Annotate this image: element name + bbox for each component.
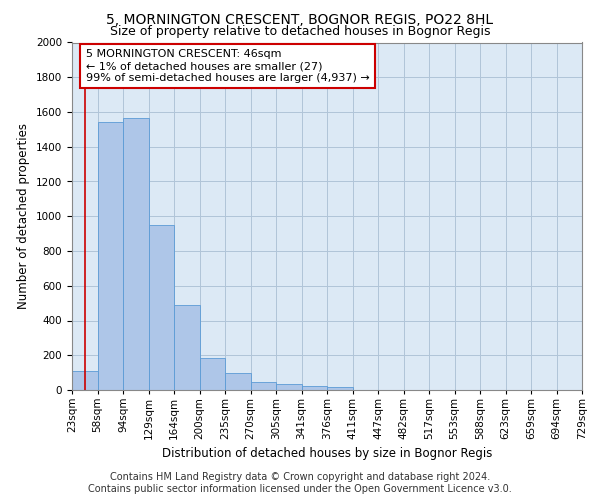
Bar [302, 386, 327, 390]
Text: Size of property relative to detached houses in Bognor Regis: Size of property relative to detached ho… [110, 25, 490, 38]
Bar [72, 371, 97, 390]
Bar [149, 225, 174, 390]
Bar [199, 358, 225, 390]
Bar [276, 384, 302, 390]
X-axis label: Distribution of detached houses by size in Bognor Regis: Distribution of detached houses by size … [162, 448, 492, 460]
Bar [327, 387, 353, 390]
Y-axis label: Number of detached properties: Number of detached properties [17, 123, 31, 309]
Bar [251, 382, 276, 390]
Text: 5, MORNINGTON CRESCENT, BOGNOR REGIS, PO22 8HL: 5, MORNINGTON CRESCENT, BOGNOR REGIS, PO… [106, 12, 494, 26]
Text: Contains HM Land Registry data © Crown copyright and database right 2024.
Contai: Contains HM Land Registry data © Crown c… [88, 472, 512, 494]
Bar [174, 305, 199, 390]
Text: 5 MORNINGTON CRESCENT: 46sqm
← 1% of detached houses are smaller (27)
99% of sem: 5 MORNINGTON CRESCENT: 46sqm ← 1% of det… [86, 50, 370, 82]
Bar [225, 374, 251, 390]
Bar [97, 122, 123, 390]
Bar [123, 118, 149, 390]
